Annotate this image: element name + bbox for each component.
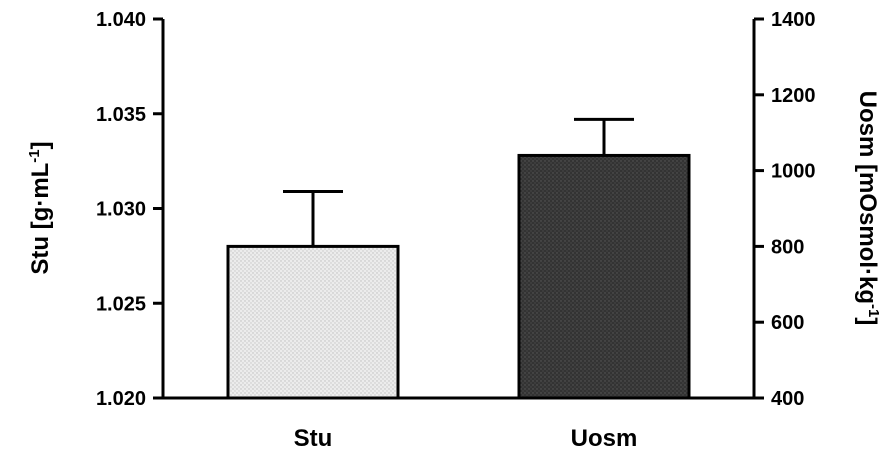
left-tick-label: 1.020	[96, 388, 146, 410]
right-tick-label: 800	[771, 236, 804, 258]
left-tick-label: 1.025	[96, 293, 146, 315]
right-tick-label: 1400	[771, 9, 816, 31]
x-category-label: Stu	[294, 425, 333, 452]
left-axis-label: Stu [g·mL-1]	[26, 141, 54, 274]
x-category-label: Uosm	[571, 425, 638, 452]
left-tick-label: 1.035	[96, 104, 146, 126]
right-axis-label: Uosm [mOsmol·kg-1]	[854, 91, 882, 326]
bar-stu	[226, 244, 400, 400]
left-tick-label: 1.030	[96, 199, 146, 221]
right-tick-label: 600	[771, 312, 804, 334]
right-tick-label: 1000	[771, 161, 816, 183]
bar-uosm	[517, 153, 691, 400]
left-tick-label: 1.040	[96, 9, 146, 31]
right-tick-label: 400	[771, 388, 804, 410]
right-tick-label: 1200	[771, 85, 816, 107]
